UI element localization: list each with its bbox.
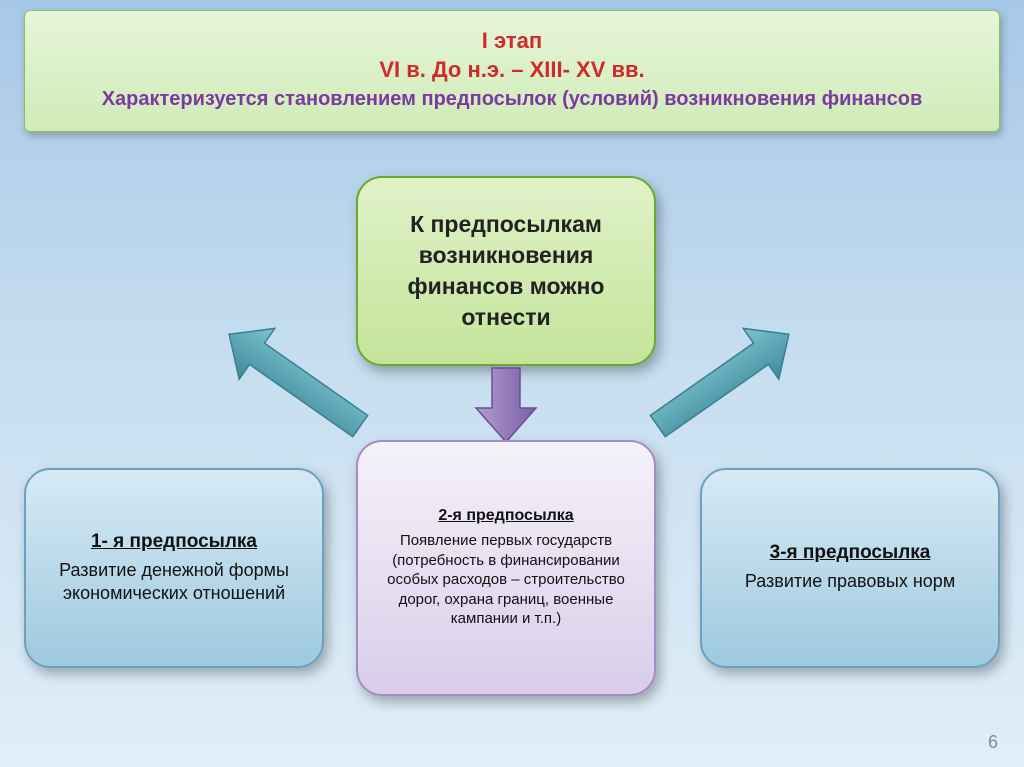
leaf-1-title: 1- я предпосылка: [91, 531, 257, 553]
leaf-1: 1- я предпосылка Развитие денежной формы…: [24, 468, 324, 668]
header-line-2: VI в. До н.э. – XIII- XV вв.: [45, 56, 979, 85]
leaf-2-body: Появление первых государств (потребность…: [372, 531, 640, 629]
arrow-down: [470, 368, 542, 448]
leaf-2-title: 2-я предпосылка: [438, 507, 573, 525]
leaf-1-body: Развитие денежной формы экономических от…: [40, 559, 308, 606]
header-line-1: I этап: [45, 27, 979, 56]
arrow-right: [628, 330, 808, 480]
page-number: 6: [988, 732, 998, 753]
center-node: К предпосылкам возникновения финансов мо…: [356, 176, 656, 366]
header-panel: I этап VI в. До н.э. – XIII- XV вв. Хара…: [24, 10, 1000, 132]
leaf-3: 3-я предпосылка Развитие правовых норм: [700, 468, 1000, 668]
header-line-3: Характеризуется становлением предпосылок…: [45, 88, 979, 111]
center-node-text: К предпосылкам возникновения финансов мо…: [372, 209, 640, 333]
leaf-3-title: 3-я предпосылка: [770, 542, 931, 564]
leaf-3-body: Развитие правовых норм: [745, 570, 955, 593]
leaf-2: 2-я предпосылка Появление первых государ…: [356, 440, 656, 696]
